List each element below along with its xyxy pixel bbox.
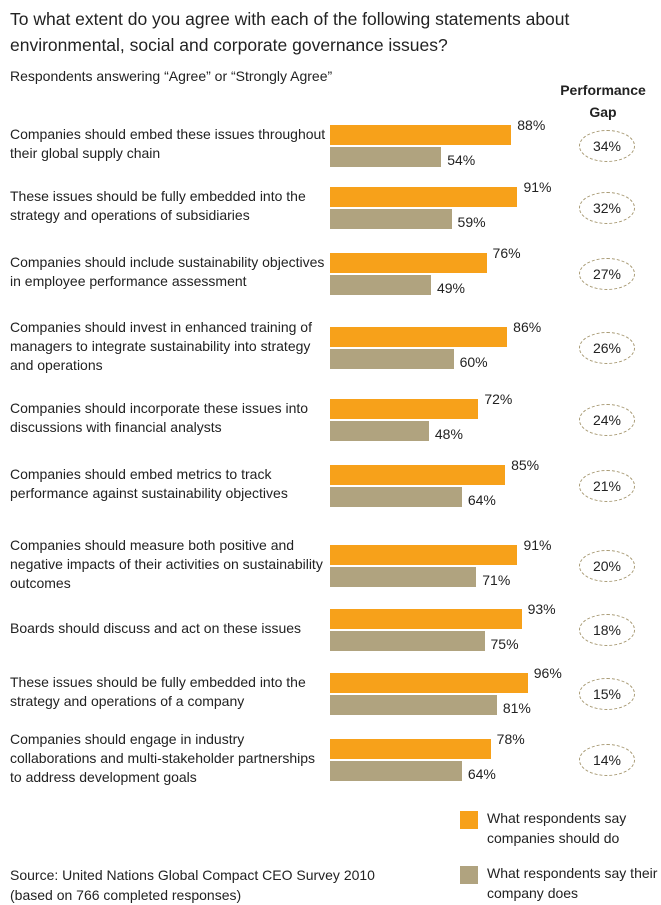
chart-subtitle: Respondents answering “Agree” or “Strong… xyxy=(10,68,333,84)
value-label: 75% xyxy=(490,636,519,652)
cat-label: These issues should be fully embedded in… xyxy=(10,188,306,223)
bar xyxy=(330,147,442,167)
chart-title: To what extent do you agree with each of… xyxy=(10,9,570,55)
bar xyxy=(330,673,528,693)
value-label: 91% xyxy=(523,537,552,553)
cat-label: Boards should discuss and act on these i… xyxy=(10,619,302,636)
legend-swatch xyxy=(460,866,478,884)
bar xyxy=(330,465,506,485)
gap-badge: 34% xyxy=(579,130,635,162)
bar xyxy=(330,631,485,651)
legend-swatch xyxy=(460,811,478,829)
value-label: 49% xyxy=(436,280,465,296)
value-label: 54% xyxy=(447,152,476,168)
value-label: 60% xyxy=(459,354,488,370)
value-label: 72% xyxy=(484,391,513,407)
cat-label: Companies should embed these issues thro… xyxy=(10,126,326,161)
cat-label: Companies should incorporate these issue… xyxy=(10,400,309,435)
gap-badge: 24% xyxy=(579,404,635,436)
value-label: 76% xyxy=(492,245,521,261)
value-label: 86% xyxy=(513,319,542,335)
cat-label: Companies should include sustainability … xyxy=(10,254,325,289)
bar xyxy=(330,421,429,441)
bar xyxy=(330,567,477,587)
gap-badge: 26% xyxy=(579,332,635,364)
value-label: 48% xyxy=(434,426,463,442)
legend-label: What respondents say their company does xyxy=(487,865,658,901)
bar xyxy=(330,545,518,565)
value-label: 81% xyxy=(502,700,531,716)
cat-label: Companies should engage in industry coll… xyxy=(10,730,316,785)
bar xyxy=(330,761,462,781)
value-label: 64% xyxy=(467,492,496,508)
bar xyxy=(330,695,497,715)
bar xyxy=(330,399,479,419)
bar xyxy=(330,125,512,145)
value-label: 91% xyxy=(523,179,552,195)
bar xyxy=(330,253,487,273)
value-label: 59% xyxy=(457,214,486,230)
cat-label: Companies should invest in enhanced trai… xyxy=(10,318,312,373)
gap-title: Performance Gap xyxy=(560,82,646,120)
value-label: 78% xyxy=(496,731,525,747)
bar xyxy=(330,209,452,229)
bar xyxy=(330,487,462,507)
cat-label: Companies should embed metrics to track … xyxy=(10,466,288,501)
value-label: 96% xyxy=(533,665,562,681)
bar xyxy=(330,327,508,347)
gap-badge: 14% xyxy=(579,744,635,776)
gap-badge: 18% xyxy=(579,614,635,646)
value-label: 64% xyxy=(467,766,496,782)
cat-label: Companies should measure both positive a… xyxy=(10,536,323,591)
gap-badge: 21% xyxy=(579,470,635,502)
bar xyxy=(330,739,491,759)
value-label: 71% xyxy=(482,572,511,588)
source-note: (based on 766 completed responses) xyxy=(10,887,242,903)
bar xyxy=(330,187,518,207)
gap-badge: 20% xyxy=(579,550,635,582)
source-note: Source: United Nations Global Compact CE… xyxy=(10,867,375,883)
legend-label: What respondents say companies should do xyxy=(487,810,627,846)
bar xyxy=(330,349,454,369)
value-label: 88% xyxy=(517,117,546,133)
bar xyxy=(330,275,431,295)
gap-badge: 15% xyxy=(579,678,635,710)
value-label: 93% xyxy=(527,601,556,617)
gap-badge: 32% xyxy=(579,192,635,224)
value-label: 85% xyxy=(511,457,540,473)
bar xyxy=(330,609,522,629)
gap-badge: 27% xyxy=(579,258,635,290)
cat-label: These issues should be fully embedded in… xyxy=(10,674,306,709)
